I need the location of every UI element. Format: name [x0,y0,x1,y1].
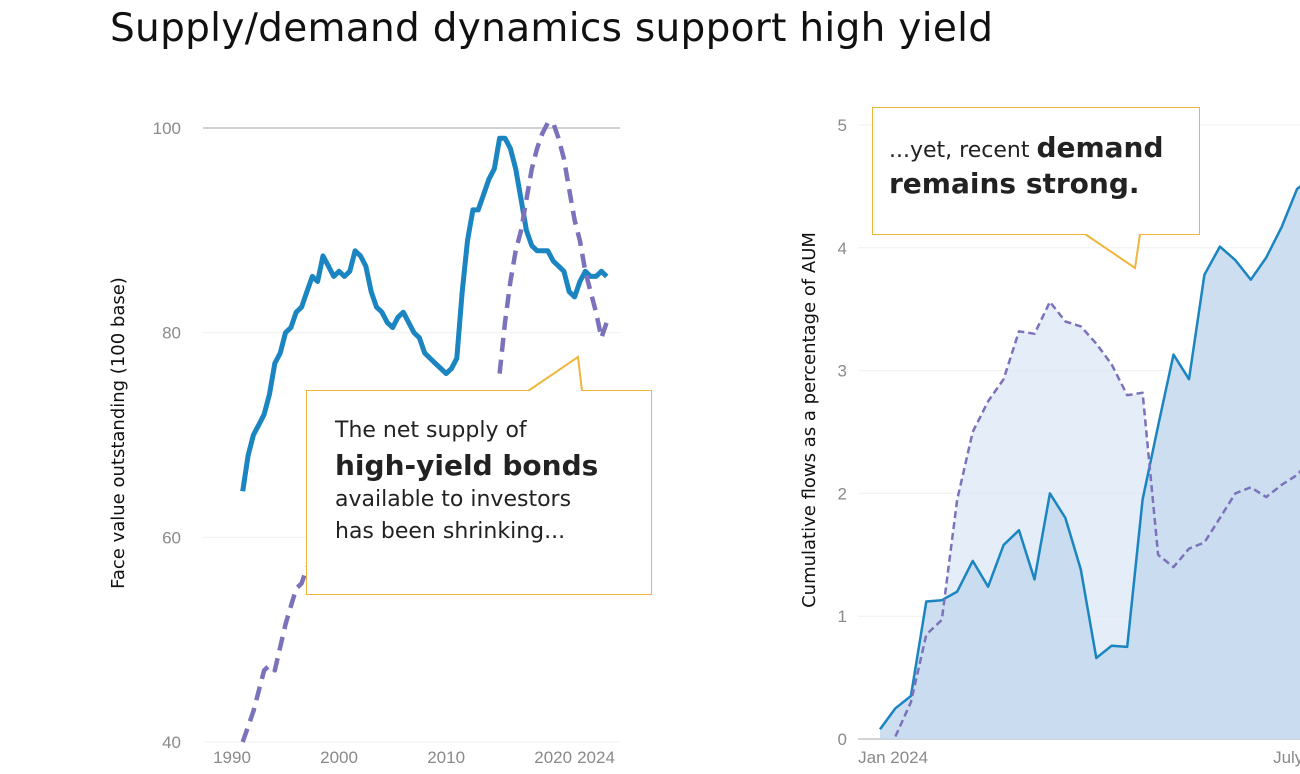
supply-callout-line1: The net supply of [335,418,527,443]
demand-solid-series [878,185,1300,730]
supply-x-tick-label: 2024 [577,748,615,767]
supply-solid-series [240,135,609,492]
demand-callout-frame [872,107,1200,270]
supply-x-tick-label: 2020 [534,748,572,767]
demand-callout-bold2: remains strong. [889,167,1140,201]
supply-x-ticks: 1990 2000 2010 2020 2024 [213,748,615,767]
demand-y-tick-label: 5 [838,116,847,135]
supply-x-tick-label: 1990 [213,748,251,767]
demand-callout-line1: ...yet, recent [889,138,1037,163]
supply-callout-bold: high-yield bonds [335,448,599,482]
supply-y-tick-label: 100 [153,119,181,138]
supply-x-tick-label: 2010 [427,748,465,767]
demand-x-ticks: Jan 2024 July 2024 [858,748,1300,767]
demand-x-tick-label: Jan 2024 [858,748,928,767]
demand-y-tick-label: 2 [838,484,847,503]
supply-y-tick-label: 60 [162,528,181,547]
demand-areas [880,186,1300,739]
demand-y-tick-label: 1 [838,607,847,626]
supply-callout: The net supply of high-yield bonds avail… [307,391,651,594]
supply-y-tick-label: 40 [162,733,181,752]
supply-y-axis-label: Face value outstanding (100 base) [108,277,129,589]
supply-y-ticks: 40 60 80 100 [153,119,181,752]
page-title: Supply/demand dynamics support high yiel… [110,6,994,51]
demand-callout: ...yet, recent demand remains strong. [873,108,1199,234]
demand-y-ticks: 0 1 2 3 4 5 [838,116,847,749]
demand-y-tick-label: 3 [838,362,847,381]
supply-callout-line3: available to investors [335,486,572,512]
demand-dashed-series [894,300,1300,738]
demand-series [878,185,1300,738]
supply-callout-line4: has been shrinking... [335,519,566,545]
supply-y-tick-label: 80 [162,324,181,343]
demand-x-tick-label: July 2024 [1273,748,1300,767]
demand-y-axis-label: Cumulative flows as a percentage of AUM [799,232,820,608]
demand-solid-area [880,186,1300,739]
supply-x-tick-label: 2000 [320,748,358,767]
supply-chart: 40 60 80 100 1990 2000 2010 2020 2024 Face valu… [108,119,620,767]
demand-y-tick-label: 0 [838,730,847,749]
demand-y-tick-label: 4 [838,239,847,258]
demand-callout-bold1: demand [1036,131,1164,164]
